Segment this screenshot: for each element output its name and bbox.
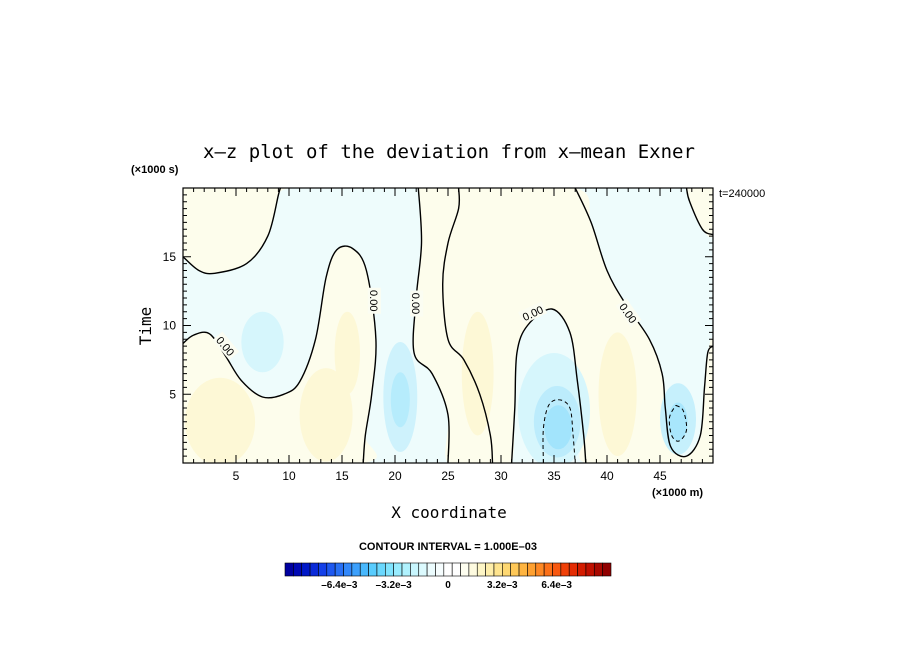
- colorbar-swatch: [410, 562, 420, 577]
- shaded-region-7: [241, 311, 284, 373]
- x-tick-label: 5: [233, 469, 240, 483]
- colorbar-tick-label: –3.2e–3: [376, 580, 413, 591]
- colorbar-swatch: [485, 562, 495, 577]
- contour-label-1: 0.00: [367, 287, 381, 314]
- colorbar-swatch: [318, 562, 328, 577]
- colorbar-swatch: [568, 562, 578, 577]
- colorbar-swatch: [577, 562, 587, 577]
- shaded-region-6: [670, 338, 713, 463]
- shaded-region-16: [299, 368, 353, 462]
- zero-contour-3: [510, 308, 587, 463]
- colorbar-tick-label: 0: [445, 580, 451, 591]
- colorbar-swatch: [518, 562, 528, 577]
- colorbar-swatch: [468, 562, 478, 577]
- shaded-region-14: [668, 402, 688, 441]
- contour-label-text: 0.00: [367, 290, 379, 311]
- shaded-region-5: [686, 188, 713, 238]
- colorbar-swatch: [359, 562, 369, 577]
- contour-label-2: 0.00: [409, 290, 424, 317]
- chart-title: x–z plot of the deviation from x–mean Ex…: [203, 141, 695, 163]
- y-tick-label: 5: [169, 387, 176, 401]
- colorbar-swatch: [476, 562, 486, 577]
- x-tick-label: 20: [388, 469, 402, 483]
- shaded-region-9: [390, 372, 410, 428]
- shaded-region-19: [598, 332, 637, 457]
- colorbar-swatch: [510, 562, 520, 577]
- y-axis-label: Time: [136, 307, 155, 346]
- time-stamp-label: t=240000: [719, 188, 765, 200]
- shaded-region-1: [183, 188, 288, 274]
- colorbar-swatch: [552, 562, 562, 577]
- shaded-region-18: [461, 311, 494, 436]
- colorbar-swatch: [493, 562, 503, 577]
- colorbar-swatch: [385, 562, 394, 577]
- y-tick-label: 15: [163, 250, 177, 264]
- colorbar-swatch: [527, 562, 537, 577]
- colorbar-swatch: [460, 562, 470, 577]
- colorbar-swatch: [401, 562, 411, 577]
- colorbar-swatch: [293, 562, 303, 577]
- colorbar-swatch: [443, 562, 453, 577]
- x-tick-label: 45: [653, 469, 667, 483]
- colorbar-swatch: [351, 562, 361, 577]
- colorbar-tick-label: 3.2e–3: [487, 580, 518, 591]
- y-axis-unit: (×1000 s): [131, 164, 179, 176]
- colorbar-swatch: [585, 562, 595, 577]
- shaded-fields: [183, 188, 713, 463]
- colorbar-swatch: [426, 562, 436, 577]
- zero-contour-4: [441, 188, 494, 463]
- colorbar-swatch: [451, 562, 461, 577]
- colorbar: [284, 562, 612, 577]
- axis-ticks: 5 10 15 20 25 30 35 40 45 5 10 15: [163, 187, 714, 483]
- x-tick-label: 40: [600, 469, 614, 483]
- zero-contour-2: [412, 188, 450, 463]
- negative-contour-1: [668, 404, 688, 442]
- colorbar-swatch: [368, 562, 378, 577]
- colorbar-swatch: [502, 562, 511, 577]
- x-tick-label: 15: [335, 469, 349, 483]
- colorbar-swatch: [326, 562, 336, 577]
- contour-label-text: 0.00: [409, 293, 421, 314]
- x-tick-label: 10: [282, 469, 296, 483]
- zero-contour-6: [685, 188, 713, 236]
- zero-contour-5: [574, 188, 713, 458]
- colorbar-swatch: [334, 562, 344, 577]
- colorbar-swatch: [593, 562, 603, 577]
- contour-interval-label: CONTOUR INTERVAL = 1.000E–03: [359, 541, 537, 553]
- x-axis-unit: (×1000 m): [652, 487, 703, 499]
- y-tick-label: 10: [163, 319, 177, 333]
- colorbar-swatch: [376, 562, 386, 577]
- colorbar-swatch: [543, 562, 553, 577]
- colorbar-swatch: [343, 562, 353, 577]
- x-tick-label: 30: [494, 469, 508, 483]
- colorbar-swatch: [418, 562, 428, 577]
- shaded-region-17: [334, 311, 361, 395]
- shaded-region-12: [544, 405, 573, 450]
- x-tick-label: 25: [441, 469, 455, 483]
- colorbar-swatch: [284, 562, 294, 577]
- colorbar-swatch: [301, 562, 311, 577]
- negative-contour-0: [542, 399, 576, 463]
- colorbar-tick-labels: –6.4e–3 –3.2e–3 0 3.2e–3 6.4e–3: [321, 580, 572, 591]
- colorbar-swatch: [560, 562, 570, 577]
- colorbar-swatch: [535, 562, 545, 577]
- zero-contour-0: [183, 188, 282, 275]
- colorbar-swatch: [393, 562, 403, 577]
- x-axis-label: X coordinate: [391, 503, 507, 522]
- colorbar-tick-label: 6.4e–3: [541, 580, 572, 591]
- colorbar-swatch: [309, 562, 319, 577]
- colorbar-swatch: [435, 562, 445, 577]
- shaded-region-15: [185, 377, 256, 463]
- colorbar-swatch: [602, 562, 612, 577]
- colorbar-tick-label: –6.4e–3: [321, 580, 358, 591]
- x-tick-label: 35: [547, 469, 561, 483]
